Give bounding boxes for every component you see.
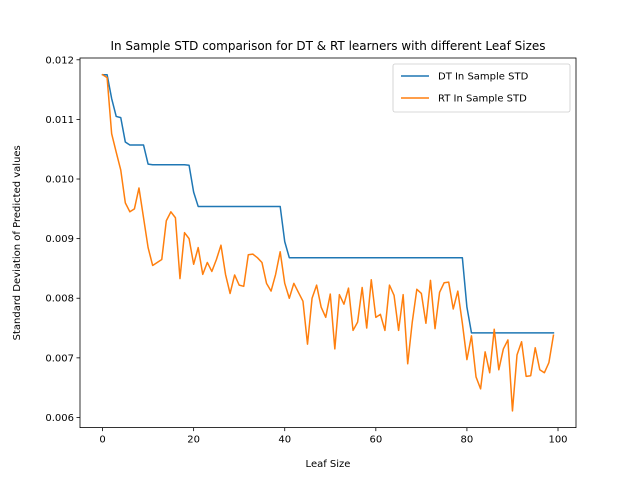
x-axis-label: Leaf Size (306, 459, 351, 470)
y-tick-label: 0.008 (45, 294, 74, 305)
x-axis: 0 20 40 60 80 100 (99, 427, 568, 446)
y-tick-label: 0.009 (45, 234, 74, 245)
series-line-rt (101, 73, 555, 412)
plot-area (80, 58, 576, 428)
y-tick-label: 0.006 (45, 413, 74, 424)
y-tick-label: 0.012 (45, 55, 74, 66)
y-tick-label: 0.010 (45, 175, 74, 186)
chart-title: In Sample STD comparison for DT & RT lea… (110, 39, 545, 53)
y-axis-label: Standard Deviation of Predicted values (12, 145, 23, 340)
legend-box (392, 63, 571, 113)
x-tick-label: 0 (99, 435, 105, 446)
x-tick-label: 80 (461, 435, 474, 446)
y-tick-label: 0.011 (45, 115, 74, 126)
x-tick-label: 100 (548, 435, 567, 446)
x-tick-label: 60 (369, 435, 382, 446)
series-layer (101, 73, 555, 412)
legend: DT In Sample STD RT In Sample STD (392, 63, 571, 113)
plot-frame (79, 57, 577, 429)
legend-label-rt: RT In Sample STD (438, 94, 527, 105)
y-axis: 0.006 0.007 0.008 0.009 0.010 0.011 0.012 (45, 55, 80, 424)
x-tick-label: 40 (278, 435, 291, 446)
series-line-dt (101, 73, 555, 334)
x-tick-label: 20 (187, 435, 200, 446)
y-tick-label: 0.007 (45, 353, 74, 364)
legend-label-dt: DT In Sample STD (438, 72, 529, 83)
